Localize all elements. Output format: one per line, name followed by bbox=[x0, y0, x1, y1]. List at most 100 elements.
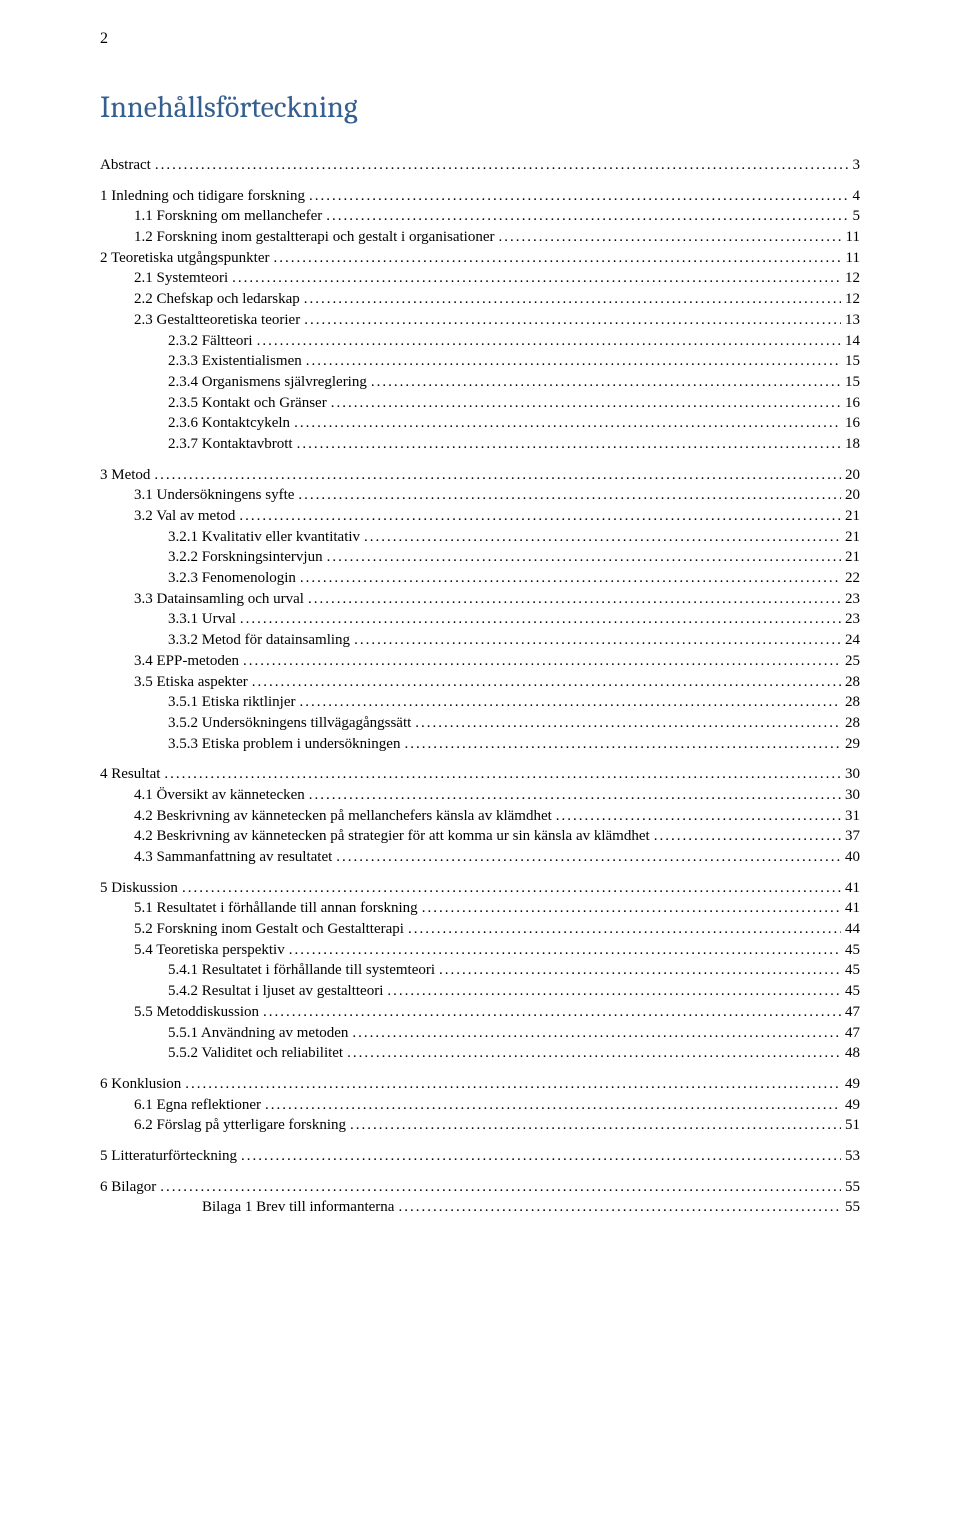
toc-entry-label: 6 Konklusion bbox=[100, 1074, 181, 1095]
toc-entry-label: 4.1 Översikt av kännetecken bbox=[134, 785, 305, 806]
toc-entry-page: 55 bbox=[845, 1197, 860, 1218]
toc-dot-leader bbox=[300, 568, 841, 589]
toc-dot-leader bbox=[232, 268, 841, 289]
toc-entry-page: 16 bbox=[845, 393, 860, 414]
toc-entry: 5 Litteraturförteckning53 bbox=[100, 1146, 860, 1167]
toc-dot-leader bbox=[240, 609, 841, 630]
toc-entry-label: 3.3 Datainsamling och urval bbox=[134, 589, 304, 610]
toc-entry-label: 3.1 Undersökningens syfte bbox=[134, 485, 294, 506]
toc-entry: 3.4 EPP-metoden25 bbox=[100, 651, 860, 672]
toc-entry-page: 15 bbox=[845, 351, 860, 372]
toc-entry-page: 47 bbox=[845, 1002, 860, 1023]
toc-entry: 3.3.1 Urval23 bbox=[100, 609, 860, 630]
toc-entry-page: 55 bbox=[845, 1177, 860, 1198]
toc-dot-leader bbox=[326, 206, 848, 227]
toc-entry-label: 2.3.6 Kontaktcykeln bbox=[168, 413, 290, 434]
toc-dot-leader bbox=[239, 506, 841, 527]
toc-dot-leader bbox=[336, 847, 841, 868]
toc-entry-page: 49 bbox=[845, 1074, 860, 1095]
toc-dot-leader bbox=[297, 434, 841, 455]
toc-gap bbox=[100, 1136, 860, 1146]
toc-entry: 2.3.4 Organismens självreglering15 bbox=[100, 372, 860, 393]
toc-entry-label: 3.2.3 Fenomenologin bbox=[168, 568, 296, 589]
toc-entry: 4.2 Beskrivning av kännetecken på strate… bbox=[100, 826, 860, 847]
toc-gap bbox=[100, 754, 860, 764]
toc-entry: 5.5 Metoddiskussion 47 bbox=[100, 1002, 860, 1023]
toc-entry-page: 20 bbox=[845, 485, 860, 506]
toc-dot-leader bbox=[243, 651, 841, 672]
toc-entry: Bilaga 1 Brev till informanterna55 bbox=[100, 1197, 860, 1218]
toc-gap bbox=[100, 868, 860, 878]
toc-entry-page: 23 bbox=[845, 609, 860, 630]
toc-entry-page: 53 bbox=[845, 1146, 860, 1167]
toc-entry: 5.4.2 Resultat i ljuset av gestaltteori4… bbox=[100, 981, 860, 1002]
toc-entry-label: 5.5.1 Användning av metoden bbox=[168, 1023, 348, 1044]
toc-entry-page: 44 bbox=[845, 919, 860, 940]
toc-dot-leader bbox=[257, 331, 841, 352]
toc-entry: 2.3.6 Kontaktcykeln16 bbox=[100, 413, 860, 434]
toc-entry-label: 2 Teoretiska utgångspunkter bbox=[100, 248, 269, 269]
toc-dot-leader bbox=[352, 1023, 841, 1044]
toc-entry: 2.3.7 Kontaktavbrott18 bbox=[100, 434, 860, 455]
toc-entry: 5.4.1 Resultatet i förhållande till syst… bbox=[100, 960, 860, 981]
toc-entry-label: 5.1 Resultatet i förhållande till annan … bbox=[134, 898, 418, 919]
toc-entry-page: 21 bbox=[845, 527, 860, 548]
toc-entry: Abstract3 bbox=[100, 155, 860, 176]
toc-entry: 2.3 Gestaltteoretiska teorier13 bbox=[100, 310, 860, 331]
toc-dot-leader bbox=[422, 898, 841, 919]
toc-entry-label: 2.3.2 Fältteori bbox=[168, 331, 253, 352]
toc-entry-label: 2.3.7 Kontaktavbrott bbox=[168, 434, 293, 455]
toc-gap bbox=[100, 1064, 860, 1074]
toc-entry-page: 3 bbox=[853, 155, 861, 176]
toc-entry: 5 Diskussion41 bbox=[100, 878, 860, 899]
toc-entry: 5.4 Teoretiska perspektiv45 bbox=[100, 940, 860, 961]
toc-entry-page: 23 bbox=[845, 589, 860, 610]
toc-entry: 2.3.2 Fältteori14 bbox=[100, 331, 860, 352]
toc-entry: 4.1 Översikt av kännetecken30 bbox=[100, 785, 860, 806]
toc-entry-label: 2.1 Systemteori bbox=[134, 268, 228, 289]
toc-entry-label: 4.2 Beskrivning av kännetecken på mellan… bbox=[134, 806, 552, 827]
toc-entry-page: 45 bbox=[845, 981, 860, 1002]
document-page: 2 Innehållsförteckning Abstract31 Inledn… bbox=[0, 0, 960, 1522]
toc-gap bbox=[100, 176, 860, 186]
page-number: 2 bbox=[100, 30, 108, 48]
toc-entry: 3.5 Etiska aspekter28 bbox=[100, 672, 860, 693]
toc-entry-label: 3.5.1 Etiska riktlinjer bbox=[168, 692, 295, 713]
toc-entry-label: 5.2 Forskning inom Gestalt och Gestaltte… bbox=[134, 919, 404, 940]
toc-entry-label: 3.2.2 Forskningsintervjun bbox=[168, 547, 323, 568]
toc-entry: 3.5.1 Etiska riktlinjer28 bbox=[100, 692, 860, 713]
table-of-contents: Abstract31 Inledning och tidigare forskn… bbox=[100, 155, 860, 1218]
toc-entry-label: 1.1 Forskning om mellanchefer bbox=[134, 206, 322, 227]
toc-dot-leader bbox=[263, 1002, 841, 1023]
toc-dot-leader bbox=[398, 1197, 841, 1218]
toc-dot-leader bbox=[155, 155, 849, 176]
toc-entry: 5.5.2 Validitet och reliabilitet48 bbox=[100, 1043, 860, 1064]
toc-entry-label: 5 Diskussion bbox=[100, 878, 178, 899]
toc-entry: 3.2 Val av metod21 bbox=[100, 506, 860, 527]
toc-dot-leader bbox=[556, 806, 841, 827]
toc-entry-page: 41 bbox=[845, 898, 860, 919]
toc-entry: 3.2.2 Forskningsintervjun21 bbox=[100, 547, 860, 568]
toc-dot-leader bbox=[408, 919, 841, 940]
toc-entry: 3.2.3 Fenomenologin 22 bbox=[100, 568, 860, 589]
toc-entry-label: 1.2 Forskning inom gestaltterapi och ges… bbox=[134, 227, 495, 248]
toc-entry-page: 12 bbox=[845, 268, 860, 289]
toc-entry: 2.2 Chefskap och ledarskap12 bbox=[100, 289, 860, 310]
toc-entry-label: 3.2.1 Kvalitativ eller kvantitativ bbox=[168, 527, 360, 548]
toc-entry-page: 30 bbox=[845, 764, 860, 785]
toc-entry-page: 22 bbox=[845, 568, 860, 589]
toc-entry: 6.1 Egna reflektioner49 bbox=[100, 1095, 860, 1116]
toc-entry-label: 2.3.3 Existentialismen bbox=[168, 351, 302, 372]
toc-dot-leader bbox=[415, 713, 841, 734]
toc-dot-leader bbox=[298, 485, 841, 506]
toc-entry: 4 Resultat30 bbox=[100, 764, 860, 785]
toc-dot-leader bbox=[160, 1177, 841, 1198]
toc-entry-page: 5 bbox=[853, 206, 861, 227]
toc-entry: 5.2 Forskning inom Gestalt och Gestaltte… bbox=[100, 919, 860, 940]
toc-entry-page: 13 bbox=[845, 310, 860, 331]
toc-entry-label: 5.4.1 Resultatet i förhållande till syst… bbox=[168, 960, 435, 981]
toc-entry-label: 5.5 Metoddiskussion bbox=[134, 1002, 259, 1023]
toc-entry-page: 21 bbox=[845, 506, 860, 527]
toc-dot-leader bbox=[364, 527, 841, 548]
toc-entry-page: 45 bbox=[845, 960, 860, 981]
